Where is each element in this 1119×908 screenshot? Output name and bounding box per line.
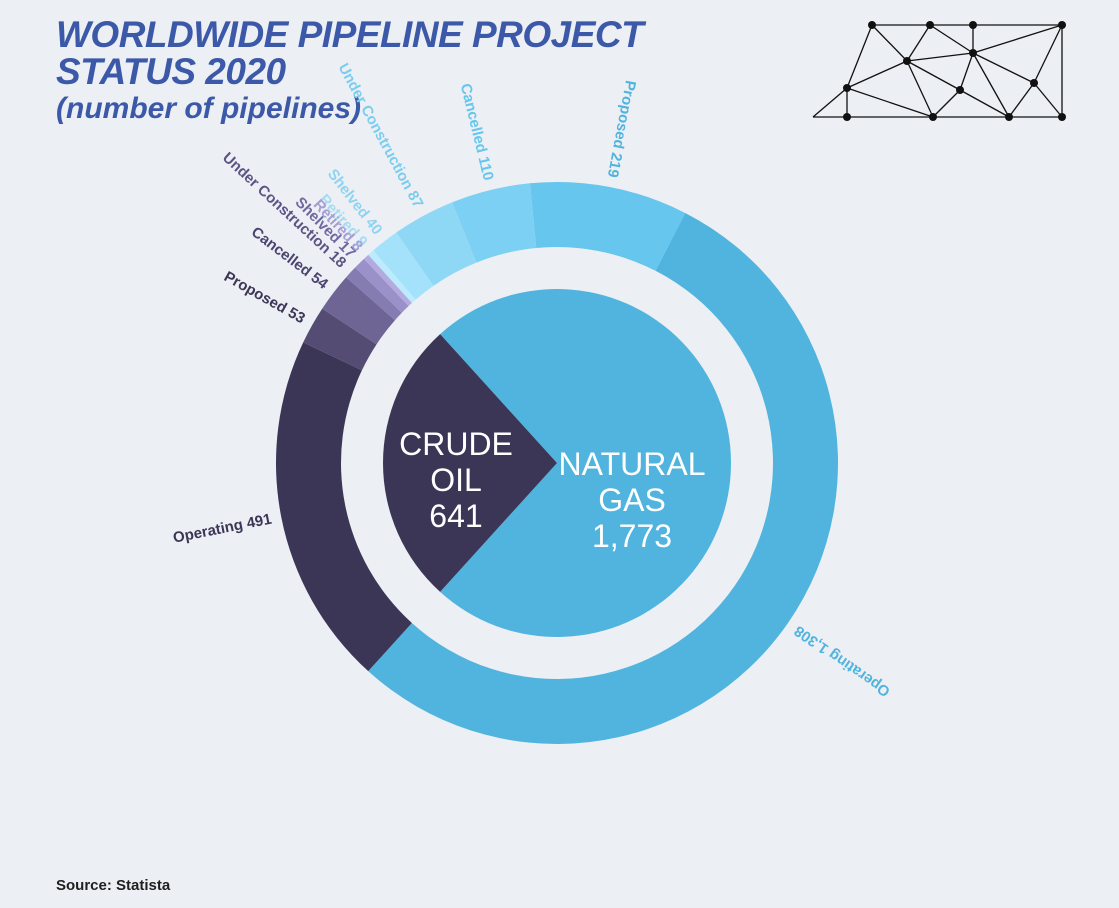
crude-oil-label-line-1: CRUDE <box>399 426 513 462</box>
crude-oil-shelved-segment <box>355 258 409 313</box>
crude-oil-under-construction-segment <box>346 267 402 321</box>
natural-gas-cancelled-label: Cancelled 110 <box>457 82 497 182</box>
natural-gas-operating-label: Operating 1,308 <box>791 622 893 700</box>
title-line-1: WORLDWIDE PIPELINE PROJECT <box>56 14 644 55</box>
crude-oil-slice <box>383 334 557 592</box>
crude-oil-operating-segment <box>275 342 412 672</box>
natural-gas-label-line-1: NATURAL <box>559 446 706 482</box>
natural-gas-proposed-label: Proposed 219 <box>604 79 639 179</box>
crude-oil-cancelled-segment <box>322 277 395 345</box>
source-note: Source: Statista <box>56 877 171 894</box>
natural-gas-slice <box>440 289 731 637</box>
natural-gas-under-construction-segment <box>396 202 477 286</box>
natural-gas-retired-segment <box>368 250 416 303</box>
crude-oil-proposed-label: Proposed 53 <box>221 268 308 327</box>
crude-oil-retired-segment <box>363 254 412 307</box>
crude-oil-label-line-3: 641 <box>429 498 482 534</box>
natural-gas-shelved-segment <box>373 232 434 300</box>
natural-gas-cancelled-segment <box>452 183 537 263</box>
chart-title: WORLDWIDE PIPELINE PROJECT STATUS 2020 <box>56 14 644 92</box>
crude-oil-operating-label: Operating 491 <box>172 511 273 547</box>
outer-ring <box>275 182 838 744</box>
title-line-2: STATUS 2020 <box>56 51 286 92</box>
inner-pie <box>383 289 731 637</box>
network-graph-icon <box>812 21 1066 121</box>
natural-gas-operating-segment <box>368 212 838 744</box>
crude-oil-label-line-2: OIL <box>430 462 482 498</box>
natural-gas-proposed-segment <box>529 182 686 271</box>
crude-oil-proposed-segment <box>303 308 377 371</box>
chart-subtitle: (number of pipelines) <box>56 92 362 125</box>
natural-gas-label-line-3: 1,773 <box>592 518 672 554</box>
natural-gas-label-line-2: GAS <box>598 482 666 518</box>
